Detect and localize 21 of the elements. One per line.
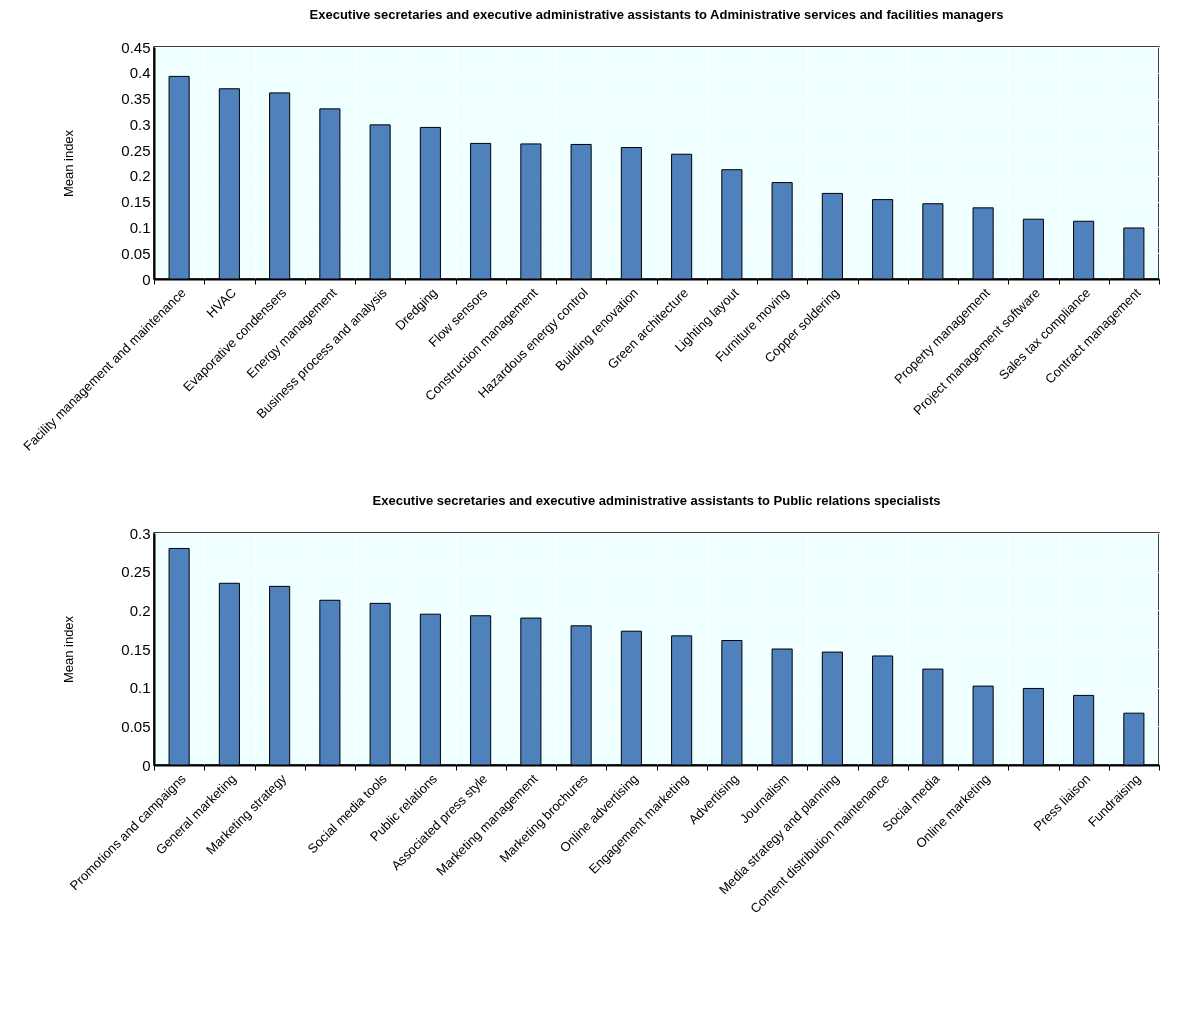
y-tick-label: 0.25 bbox=[121, 141, 151, 159]
y-tick-label: 0.4 bbox=[129, 64, 151, 82]
y-tick-label: 0.25 bbox=[121, 563, 151, 581]
y-tick-label: 0.2 bbox=[129, 601, 151, 619]
y-tick-label: 0.15 bbox=[121, 640, 151, 658]
y-tick-label: 0.3 bbox=[129, 115, 151, 133]
y-tick-label: 0.1 bbox=[129, 679, 151, 697]
y-tick-label: 0.2 bbox=[129, 167, 151, 185]
y-tick-label: 0.3 bbox=[129, 524, 151, 542]
y-tick-label: 0.05 bbox=[121, 717, 151, 735]
chart-title: Executive secretaries and executive administrative assistants to Administrative services and facilities managers bbox=[309, 7, 1004, 22]
y-tick-label: 0.45 bbox=[121, 38, 151, 56]
y-axis-title: Mean index bbox=[61, 615, 77, 684]
chart-title: Executive secretaries and executive administrative assistants to Public relations specialists bbox=[372, 493, 941, 508]
y-tick-label: 0 bbox=[142, 270, 151, 288]
y-tick-label: 0.35 bbox=[121, 90, 151, 108]
y-tick-label: 0.1 bbox=[129, 218, 151, 236]
y-axis-title: Mean index bbox=[61, 129, 77, 198]
y-tick-label: 0.05 bbox=[121, 244, 151, 262]
y-tick-label: 0.15 bbox=[121, 193, 151, 211]
y-tick-label: 0 bbox=[142, 756, 151, 774]
